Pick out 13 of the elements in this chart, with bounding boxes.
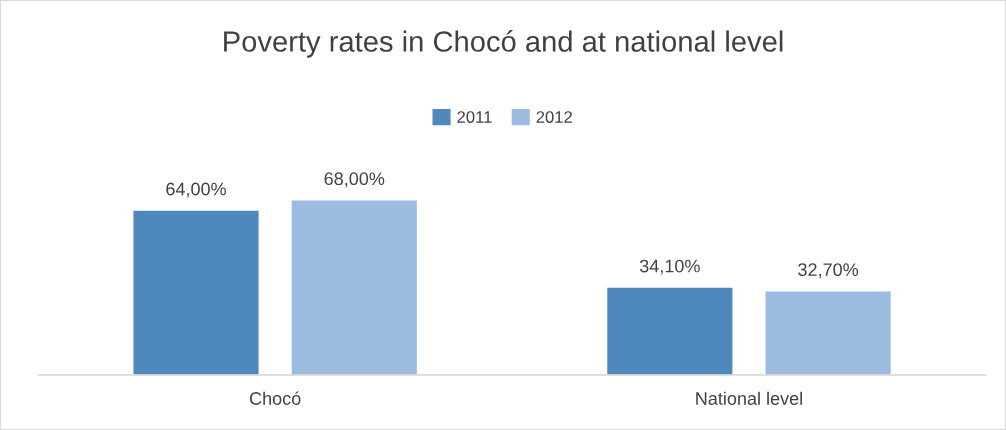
legend-label: 2011 [457, 111, 492, 123]
bar [290, 199, 419, 375]
x-tick-label: Chocó [249, 391, 301, 405]
chart-title: Poverty rates in Chocó and at national level [224, 30, 783, 58]
bar [605, 286, 734, 375]
data-label: 32,70% [798, 263, 859, 279]
data-label: 64,00% [166, 182, 226, 198]
legend-label: 2012 [536, 111, 572, 123]
data-label: 68,00% [324, 172, 385, 188]
bar [764, 290, 893, 375]
bar [132, 209, 260, 375]
x-tick-label: National level [696, 391, 802, 405]
data-label: 34,10% [639, 259, 700, 275]
